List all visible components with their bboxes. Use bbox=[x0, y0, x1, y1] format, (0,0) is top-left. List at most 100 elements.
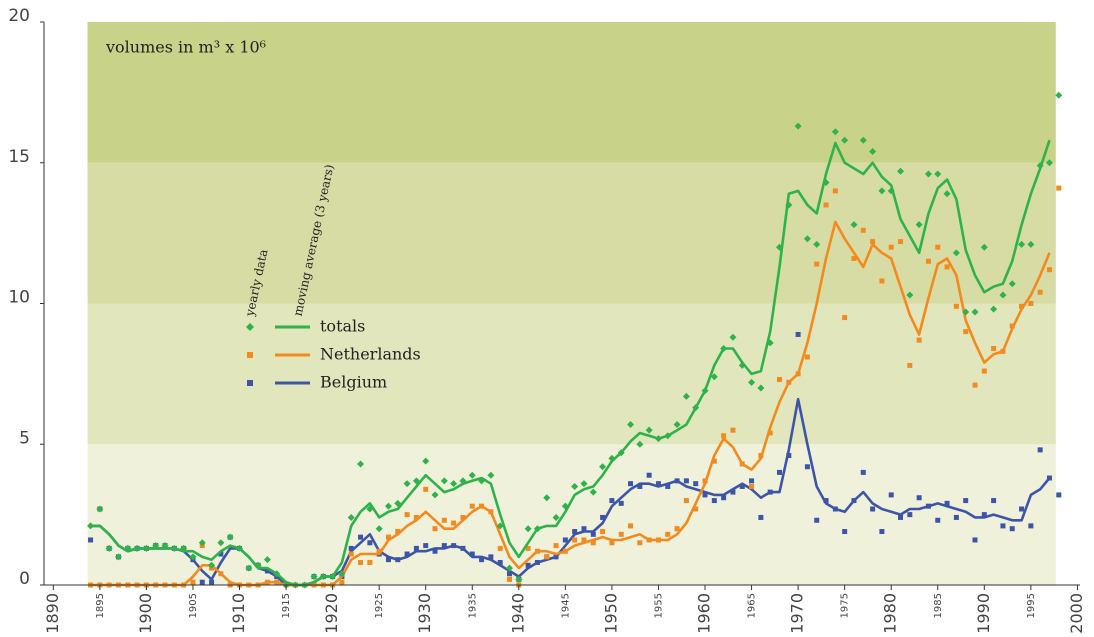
x-tick-label: 1935 bbox=[467, 593, 478, 618]
yearly-point bbox=[804, 354, 810, 360]
yearly-point bbox=[189, 553, 197, 561]
yearly-point bbox=[450, 480, 458, 488]
yearly-point bbox=[935, 517, 941, 523]
yearly-point bbox=[385, 557, 391, 563]
x-tick-label: 1920 bbox=[322, 593, 341, 634]
yearly-point bbox=[823, 498, 829, 504]
yearly-point bbox=[952, 249, 960, 257]
yearly-point bbox=[496, 522, 504, 530]
yearly-point bbox=[263, 556, 271, 564]
yearly-point bbox=[338, 570, 346, 578]
yearly-point bbox=[859, 136, 867, 144]
yearly-point bbox=[981, 368, 987, 374]
yearly-point bbox=[1037, 447, 1043, 453]
x-tick-label: 1945 bbox=[560, 593, 571, 618]
yearly-point bbox=[935, 244, 941, 250]
x-tick-label: 1910 bbox=[229, 593, 248, 634]
yearly-point bbox=[348, 551, 354, 557]
yearly-point bbox=[1056, 185, 1062, 191]
yearly-point bbox=[963, 498, 969, 504]
yearly-point bbox=[561, 502, 569, 510]
yearly-point bbox=[88, 537, 94, 543]
x-tick-label: 2000 bbox=[1067, 593, 1086, 634]
yearly-point bbox=[628, 523, 634, 529]
legend-label: Belgium bbox=[320, 373, 387, 392]
yearly-point bbox=[776, 469, 782, 475]
yearly-point bbox=[981, 512, 987, 518]
y-tick-label: 10 bbox=[8, 288, 30, 308]
plot bbox=[87, 91, 1063, 589]
yearly-point bbox=[395, 557, 401, 563]
yearly-point bbox=[404, 551, 410, 557]
yearly-point bbox=[114, 553, 122, 561]
legend-entry: Netherlands bbox=[247, 345, 421, 364]
yearly-point bbox=[803, 235, 811, 243]
yearly-point bbox=[440, 477, 448, 485]
yearly-point bbox=[767, 489, 773, 495]
yearly-point bbox=[711, 498, 717, 504]
yearly-point bbox=[831, 128, 839, 136]
yearly-point bbox=[711, 458, 717, 464]
x-tick-label: 1955 bbox=[653, 593, 664, 618]
yearly-point bbox=[795, 331, 801, 337]
yearly-point bbox=[422, 457, 430, 465]
yearly-point bbox=[170, 544, 178, 552]
yearly-point bbox=[1019, 506, 1025, 512]
yearly-point bbox=[870, 506, 876, 512]
yearly-point bbox=[264, 568, 270, 574]
yearly-point bbox=[572, 537, 578, 543]
yearly-point bbox=[934, 170, 942, 178]
x-tick-label: 1970 bbox=[788, 593, 807, 634]
yearly-point bbox=[1055, 91, 1063, 99]
yearly-point bbox=[385, 534, 391, 540]
yearly-point bbox=[358, 534, 364, 540]
yearly-point bbox=[962, 308, 970, 316]
yearly-point bbox=[431, 491, 439, 499]
yearly-point bbox=[497, 545, 503, 551]
yearly-point bbox=[804, 464, 810, 470]
yearly-point bbox=[924, 170, 932, 178]
yearly-point bbox=[907, 362, 913, 368]
yearly-point bbox=[898, 239, 904, 245]
yearly-point bbox=[693, 481, 699, 487]
x-tick-label: 1905 bbox=[188, 593, 199, 618]
yearly-point bbox=[460, 545, 466, 551]
yearly-point bbox=[749, 483, 755, 489]
yearly-point bbox=[702, 492, 708, 498]
x-tick-label: 1925 bbox=[374, 593, 385, 618]
yearly-point bbox=[451, 543, 457, 549]
yearly-point bbox=[646, 537, 652, 543]
yearly-point bbox=[654, 435, 662, 443]
yearly-point bbox=[432, 526, 438, 532]
yearly-point bbox=[375, 525, 383, 533]
legend-marker bbox=[247, 352, 253, 358]
yearly-point bbox=[562, 548, 568, 554]
yearly-point bbox=[1045, 159, 1053, 167]
yearly-point bbox=[507, 571, 512, 577]
yearly-point bbox=[524, 525, 532, 533]
yearly-point bbox=[460, 514, 466, 520]
yearly-point bbox=[980, 243, 988, 251]
yearly-point bbox=[358, 559, 364, 565]
yearly-point bbox=[925, 258, 931, 264]
yearly-point bbox=[757, 384, 765, 392]
yearly-point bbox=[879, 529, 885, 535]
yearly-point bbox=[990, 305, 998, 313]
yearly-point bbox=[1009, 526, 1015, 532]
yearly-point bbox=[665, 531, 671, 537]
yearly-point bbox=[525, 562, 531, 568]
yearly-point bbox=[339, 579, 345, 585]
yearly-point bbox=[553, 554, 559, 560]
yearly-point bbox=[870, 239, 876, 245]
yearly-point bbox=[507, 576, 512, 582]
yearly-point bbox=[1028, 301, 1034, 306]
yearly-point bbox=[105, 544, 113, 552]
yearly-point bbox=[898, 514, 904, 520]
yearly-point bbox=[758, 453, 764, 459]
yearly-point bbox=[1028, 523, 1034, 529]
yearly-point bbox=[544, 554, 550, 560]
yearly-point bbox=[692, 404, 700, 412]
yearly-point bbox=[459, 477, 467, 485]
x-tick-label: 1950 bbox=[601, 593, 620, 634]
yearly-point bbox=[720, 345, 728, 353]
